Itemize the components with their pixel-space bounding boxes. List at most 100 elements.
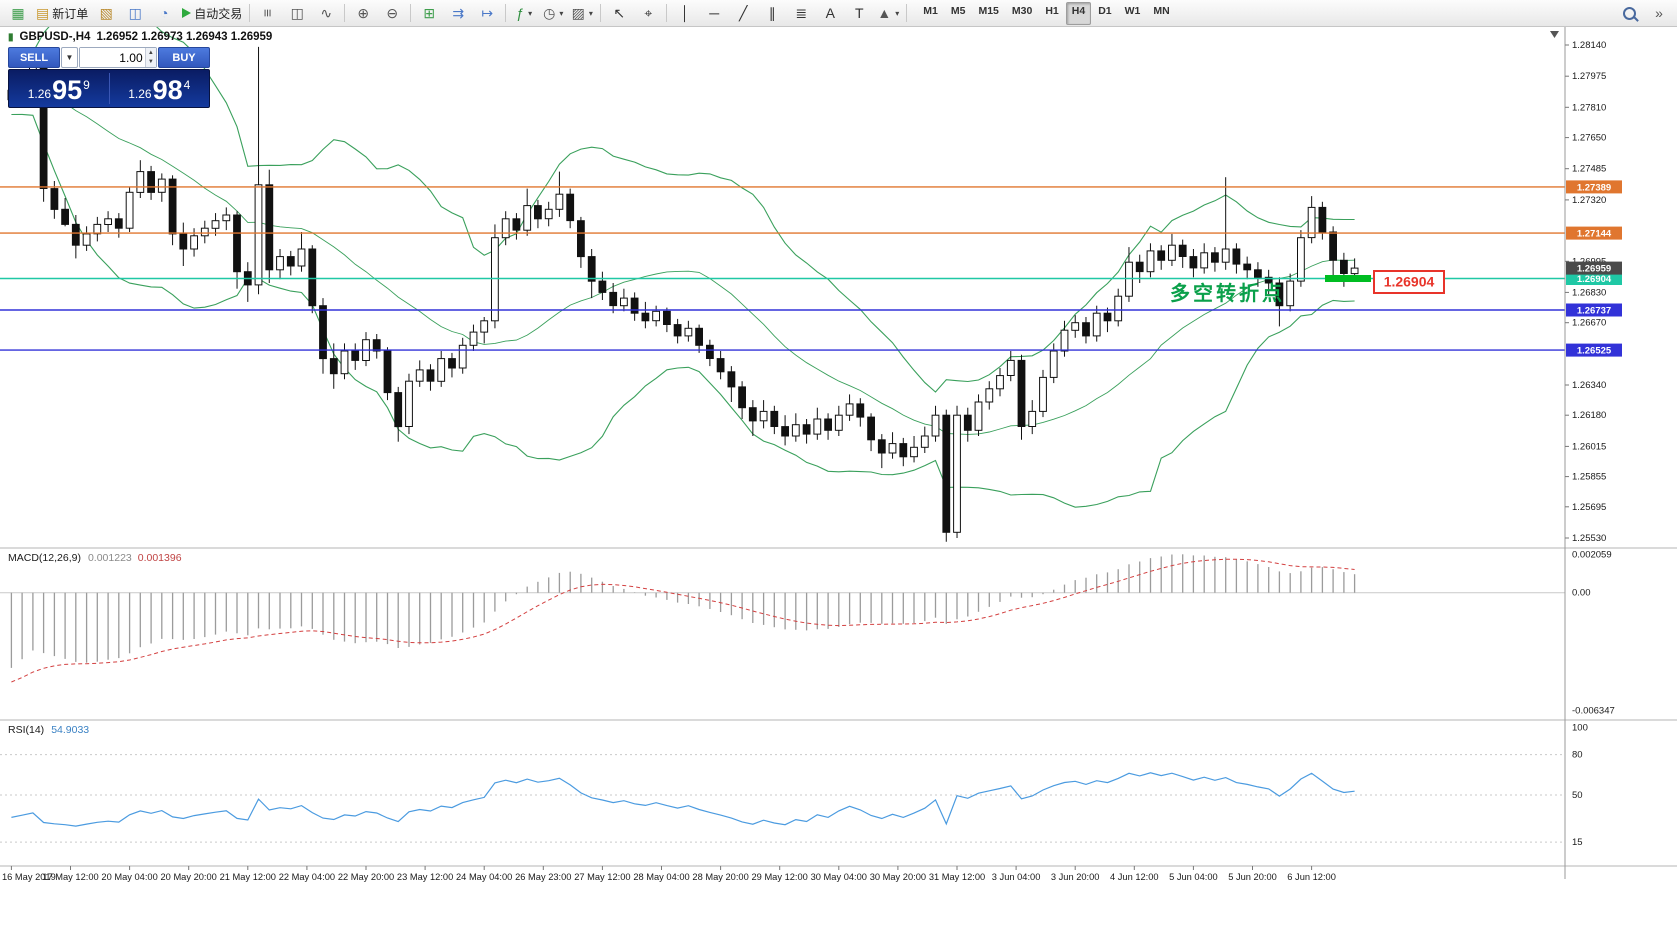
toolbars-menu-button[interactable]: » xyxy=(1645,2,1673,24)
price-axis-label: 1.26015 xyxy=(1572,441,1606,452)
axis-price-tag xyxy=(1566,343,1622,357)
toolbar-separator xyxy=(906,4,908,22)
main-chart-plot[interactable] xyxy=(0,27,1565,548)
rsi-line xyxy=(11,772,1355,827)
time-axis-label: 24 May 04:00 xyxy=(456,872,512,882)
sell-price-sup: 9 xyxy=(83,78,90,92)
zoom-in-button[interactable]: ⊕ xyxy=(349,2,377,24)
volume-input[interactable] xyxy=(80,48,145,67)
timeframe-m30[interactable]: M30 xyxy=(1011,4,1033,17)
timeframe-h4[interactable]: H4 xyxy=(1065,1,1092,25)
timeframe-m5[interactable]: M5 xyxy=(950,4,966,17)
zoom-out-button[interactable]: ⊖ xyxy=(378,2,406,24)
new-order-button[interactable]: ▤ 新订单 xyxy=(33,2,91,24)
timeframe-mn[interactable]: MN xyxy=(1153,4,1170,17)
navigator-icon: ◔ xyxy=(160,5,169,21)
shapes-button[interactable]: ▲ ▾ xyxy=(874,2,902,24)
price-axis-label: 1.25855 xyxy=(1572,472,1606,483)
indicators-icon: ƒ xyxy=(516,5,525,21)
timeframe-group: M1 M5 M15 M30 H1 H4 D1 W1 MN xyxy=(917,1,1175,25)
rsi-axis-label: 50 xyxy=(1572,790,1583,801)
bollinger-middle-band[interactable] xyxy=(11,83,1355,435)
macd-axis-label: -0.006347 xyxy=(1572,706,1615,717)
chart-canvas[interactable]: 多空转折点 1.26904 MACD(12,26,9) 0.001223 0.00139… xyxy=(0,27,1677,947)
autotrading-button[interactable]: 自动交易 xyxy=(179,2,245,24)
price-axis[interactable] xyxy=(1566,27,1677,879)
price-axis-label: 1.27975 xyxy=(1572,71,1606,82)
indicators-button[interactable]: ƒ ▾ xyxy=(510,2,538,24)
time-axis-label: 28 May 20:00 xyxy=(692,872,748,882)
time-axis-label: 20 May 20:00 xyxy=(161,872,217,882)
autotrading-button-label: 自动交易 xyxy=(194,6,243,21)
crosshair-icon: ⌖ xyxy=(644,5,653,21)
toolbar-separator xyxy=(410,4,412,22)
price-axis-label: 1.25530 xyxy=(1572,533,1606,544)
text-button[interactable]: A xyxy=(816,2,844,24)
volume-increase-button[interactable]: ▲ xyxy=(145,48,156,58)
toolbar-right-group: » xyxy=(1615,2,1673,24)
volume-box: ▲ ▼ xyxy=(79,47,157,68)
navigator-button[interactable]: ◔ xyxy=(150,2,178,24)
macd-label: MACD(12,26,9) 0.001223 0.001396 xyxy=(8,552,182,564)
profiles-icon: ▧ xyxy=(99,5,113,21)
trendline-button[interactable]: ╱ xyxy=(729,2,757,24)
crosshair-button[interactable]: ⌖ xyxy=(634,2,662,24)
templates-button[interactable]: ▨ ▾ xyxy=(568,2,596,24)
bollinger-upper-band[interactable] xyxy=(11,27,1355,393)
volume-dropdown-button[interactable]: ▼ xyxy=(61,47,78,68)
symbol-search-button[interactable] xyxy=(1615,2,1643,24)
time-axis-label: 22 May 20:00 xyxy=(338,872,394,882)
buy-price[interactable]: 1.26 98 4 xyxy=(110,70,210,107)
bar-chart-button[interactable]: ≡ xyxy=(254,2,282,24)
timeframe-d1[interactable]: D1 xyxy=(1098,4,1112,17)
one-click-controls: SELL ▼ ▲ ▼ BUY xyxy=(8,47,210,68)
axis-price-tag xyxy=(1566,261,1622,275)
candlestick-chart-button[interactable]: ◫ xyxy=(283,2,311,24)
shapes-icon: ▲ xyxy=(877,5,892,21)
profiles-button[interactable]: ▧ xyxy=(92,2,120,24)
price-callout-box[interactable] xyxy=(1373,270,1445,294)
chart-annotation-text[interactable]: 多空转折点 xyxy=(1170,281,1285,305)
axis-price-tag xyxy=(1566,303,1622,317)
candlestick-chart-icon: ◫ xyxy=(290,5,304,21)
price-axis-label: 1.26180 xyxy=(1572,410,1606,421)
timeframe-h1[interactable]: H1 xyxy=(1045,4,1059,17)
vertical-line-icon: │ xyxy=(680,5,690,21)
periods-button[interactable]: ◷ ▾ xyxy=(539,2,567,24)
cursor-button[interactable]: ↖ xyxy=(605,2,633,24)
autotrading-icon xyxy=(182,8,192,18)
price-axis-label: 1.28140 xyxy=(1572,40,1606,51)
sell-price[interactable]: 1.26 95 9 xyxy=(9,70,109,107)
new-chart-icon: ▦ xyxy=(11,5,25,21)
channel-button[interactable]: ∥ xyxy=(758,2,786,24)
market-watch-button[interactable]: ◫ xyxy=(121,2,149,24)
bollinger-lower-band[interactable] xyxy=(11,113,1355,508)
price-axis-label: 1.26830 xyxy=(1572,287,1606,298)
auto-scroll-button[interactable]: ⇉ xyxy=(444,2,472,24)
candles xyxy=(7,46,1359,542)
line-chart-button[interactable]: ∿ xyxy=(312,2,340,24)
tile-windows-button[interactable]: ⊞ xyxy=(415,2,443,24)
vertical-line-button[interactable]: │ xyxy=(671,2,699,24)
rsi-panel[interactable] xyxy=(0,720,1565,866)
highlight-bar[interactable] xyxy=(1325,275,1371,282)
fibonacci-button[interactable]: ≣ xyxy=(787,2,815,24)
axis-price-tag-label: 1.27144 xyxy=(1577,229,1612,240)
timeframe-w1[interactable]: W1 xyxy=(1124,4,1141,17)
horizontal-line-button[interactable]: ─ xyxy=(700,2,728,24)
new-chart-button[interactable]: ▦ xyxy=(4,2,32,24)
chart-shift-button[interactable]: ↦ xyxy=(473,2,501,24)
text-label-button[interactable]: T xyxy=(845,2,873,24)
rsi-axis-label: 100 xyxy=(1572,723,1588,734)
buy-button[interactable]: BUY xyxy=(158,47,210,68)
timeframe-m15[interactable]: M15 xyxy=(978,4,999,17)
time-axis-label: 3 Jun 20:00 xyxy=(1051,872,1100,882)
timeframe-m1[interactable]: M1 xyxy=(923,4,938,17)
chart-area: 多空转折点 1.26904 MACD(12,26,9) 0.001223 0.00139… xyxy=(0,27,1677,947)
sell-button[interactable]: SELL xyxy=(8,47,60,68)
axis-price-tag xyxy=(1566,272,1622,285)
time-axis-label: 21 May 12:00 xyxy=(220,872,276,882)
chart-shift-marker[interactable] xyxy=(1550,31,1559,38)
macd-panel[interactable] xyxy=(0,548,1565,720)
volume-decrease-button[interactable]: ▼ xyxy=(145,57,156,67)
